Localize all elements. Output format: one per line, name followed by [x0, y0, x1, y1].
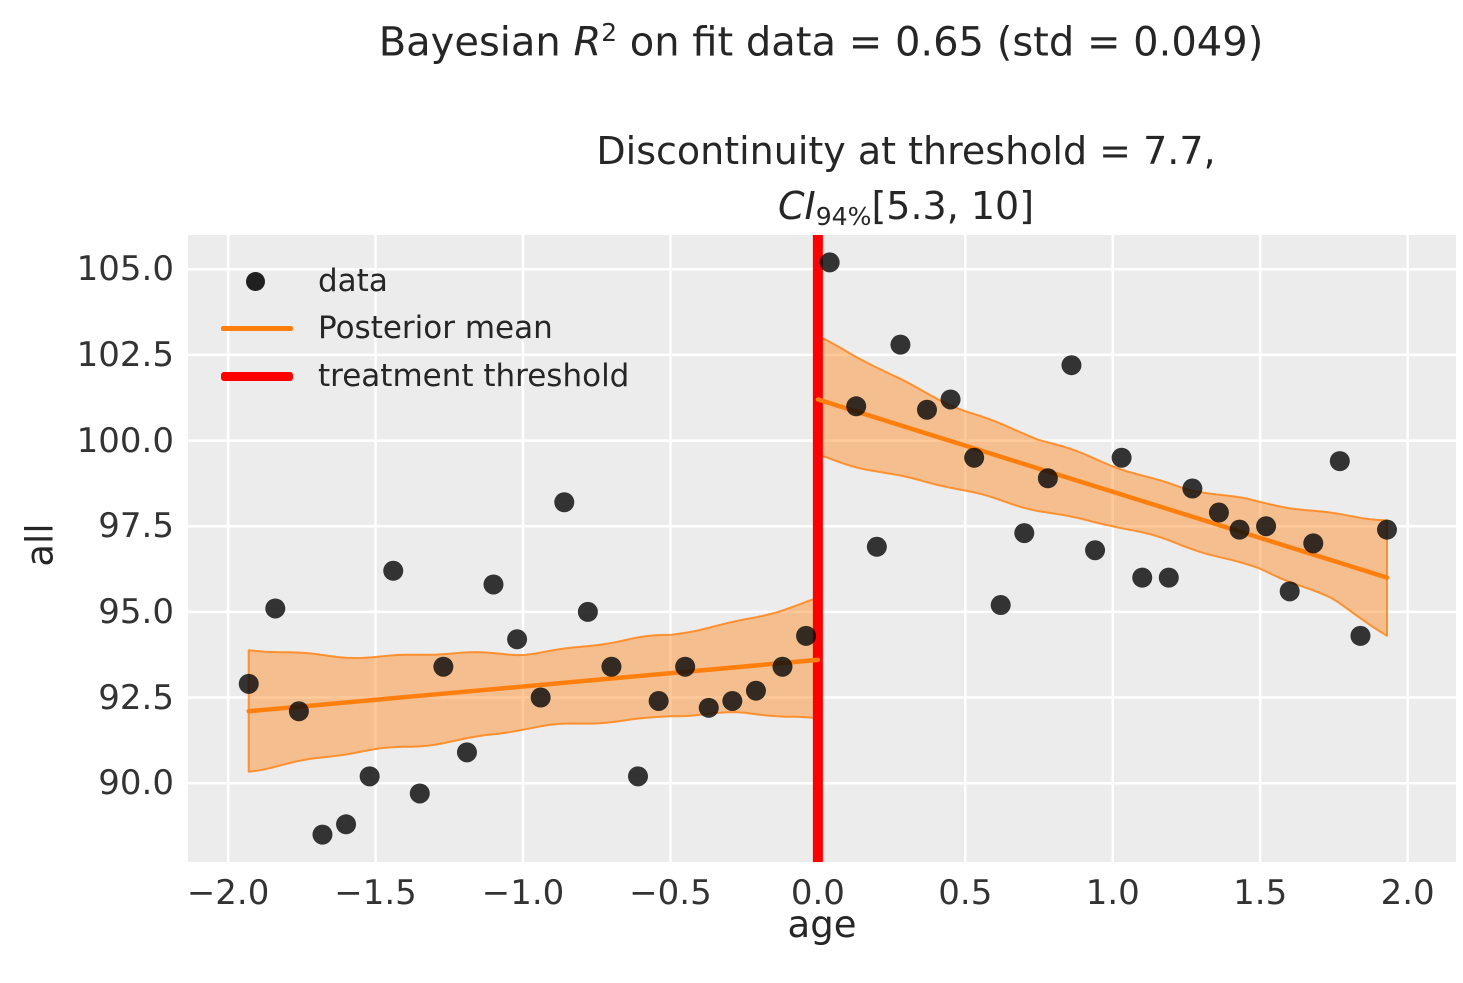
data-point: [336, 814, 357, 835]
data-point: [796, 625, 817, 646]
data-point: [866, 536, 887, 557]
data-point: [1037, 468, 1058, 489]
y-tick-label: 95.0: [98, 591, 174, 632]
data-point: [601, 656, 622, 677]
y-tick-label: 105.0: [76, 249, 174, 290]
data-point: [433, 656, 454, 677]
axes-title-ci-rest: [5.3, 10]: [871, 184, 1035, 228]
data-point: [1376, 519, 1397, 540]
data-point: [238, 673, 259, 694]
figure-title-r: R: [573, 19, 602, 66]
data-point: [312, 824, 333, 845]
y-tick-label: 102.5: [76, 334, 174, 375]
data-point: [698, 697, 719, 718]
data-point: [1158, 567, 1179, 588]
axes-title-ci-sub: 94%: [815, 202, 872, 231]
legend-label-treatment-threshold: treatment threshold: [318, 358, 630, 394]
x-tick-label: −2.0: [186, 873, 270, 913]
figure-title-sup: 2: [601, 18, 618, 47]
legend: data Posterior mean treatment threshold: [200, 252, 680, 402]
axes-title: Discontinuity at threshold = 7.7, CI94%[…: [596, 124, 1215, 244]
x-tick-label: −1.0: [481, 873, 565, 913]
x-axis-label: age: [787, 903, 857, 946]
data-point: [745, 680, 766, 701]
data-point: [288, 701, 309, 722]
data-point: [940, 389, 961, 410]
x-tick-label: 0.0: [790, 873, 845, 913]
data-point: [409, 783, 430, 804]
data-point: [675, 656, 696, 677]
credible-band-right: [816, 334, 1388, 637]
data-point: [359, 766, 380, 787]
posterior-mean-line-left: [246, 657, 821, 714]
data-point: [890, 334, 911, 355]
posterior-mean-line-right: [815, 397, 1390, 580]
data-point: [1182, 478, 1203, 499]
data-marker-icon: [246, 272, 265, 291]
figure-title: Bayesian R2 on fit data = 0.65 (std = 0.…: [379, 18, 1264, 65]
posterior-mean-line-icon: [221, 326, 293, 331]
legend-label-posterior-mean: Posterior mean: [318, 310, 553, 346]
data-point: [507, 629, 528, 650]
data-point: [1014, 523, 1035, 544]
data-point: [722, 690, 743, 711]
data-point: [383, 560, 404, 581]
data-point: [1329, 451, 1350, 472]
data-point: [456, 742, 477, 763]
x-tick-label: 2.0: [1380, 873, 1435, 913]
data-point: [554, 492, 575, 513]
data-point: [483, 574, 504, 595]
axes-title-ci: CI: [777, 184, 816, 228]
figure-title-pre: Bayesian: [378, 19, 574, 66]
data-point: [1350, 625, 1371, 646]
data-point: [648, 690, 669, 711]
y-tick-label: 90.0: [98, 763, 174, 804]
data-point: [1208, 502, 1229, 523]
x-tick-label: −1.5: [334, 873, 417, 913]
data-point: [265, 598, 286, 619]
data-point: [819, 252, 840, 273]
y-tick-label: 92.5: [98, 677, 174, 718]
axes-title-line2: CI94%[5.3, 10]: [596, 179, 1215, 244]
figure-title-post: on fit data = 0.65 (std = 0.049): [617, 19, 1264, 66]
y-axis-label: all: [18, 523, 62, 567]
x-tick-label: 1.0: [1085, 873, 1140, 913]
x-tick-label: 1.5: [1233, 873, 1288, 913]
data-point: [627, 766, 648, 787]
data-point: [990, 595, 1011, 616]
data-point: [1085, 540, 1106, 561]
treatment-threshold-line-icon: [221, 372, 293, 381]
data-point: [772, 656, 793, 677]
y-tick-label: 100.0: [76, 420, 174, 461]
data-point: [1256, 516, 1277, 537]
data-point: [916, 399, 937, 420]
data-point: [1111, 447, 1132, 468]
data-point: [846, 396, 867, 417]
data-point: [1132, 567, 1153, 588]
data-point: [1303, 533, 1324, 554]
axes-title-line1: Discontinuity at threshold = 7.7,: [596, 129, 1216, 173]
data-point: [964, 447, 985, 468]
x-tick-label: −0.5: [629, 873, 712, 913]
x-tick-label: 0.5: [938, 873, 993, 913]
data-point: [577, 601, 598, 622]
data-point: [530, 687, 551, 708]
data-point: [1229, 519, 1250, 540]
legend-label-data: data: [318, 263, 388, 299]
data-point: [1279, 581, 1300, 602]
data-point: [1061, 355, 1082, 376]
y-tick-label: 97.5: [98, 506, 174, 547]
